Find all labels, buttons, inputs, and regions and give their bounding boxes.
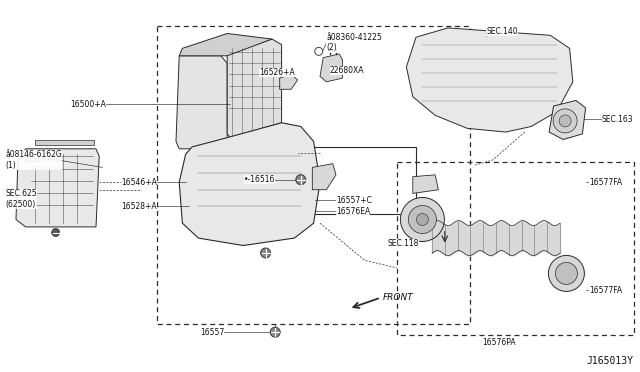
Polygon shape: [320, 54, 342, 82]
Text: 16577FA: 16577FA: [589, 178, 622, 187]
Circle shape: [530, 51, 545, 68]
Circle shape: [449, 53, 473, 77]
Polygon shape: [179, 33, 272, 56]
Text: 16557+C: 16557+C: [336, 196, 372, 205]
Polygon shape: [413, 175, 438, 193]
Text: SEC.163: SEC.163: [602, 115, 633, 124]
Circle shape: [260, 248, 271, 258]
Polygon shape: [227, 39, 282, 138]
Text: SEC.118: SEC.118: [388, 239, 419, 248]
Circle shape: [556, 262, 577, 285]
Circle shape: [408, 205, 436, 234]
Polygon shape: [406, 28, 573, 132]
Circle shape: [454, 58, 468, 72]
Polygon shape: [549, 100, 586, 140]
Circle shape: [401, 198, 444, 241]
Text: 16577FA: 16577FA: [589, 286, 622, 295]
Text: å08360-41225
(2): å08360-41225 (2): [326, 33, 382, 52]
Text: 16528+A: 16528+A: [121, 202, 157, 211]
Bar: [298, 147, 416, 214]
Polygon shape: [179, 123, 320, 246]
Text: 16556+A: 16556+A: [22, 155, 58, 164]
Text: 16500+A: 16500+A: [70, 100, 106, 109]
Text: 16546+A: 16546+A: [121, 178, 157, 187]
Polygon shape: [176, 56, 227, 149]
Circle shape: [296, 175, 306, 185]
Circle shape: [270, 327, 280, 337]
Bar: [35, 140, 93, 145]
Polygon shape: [16, 149, 99, 227]
Circle shape: [559, 115, 571, 127]
Text: SEC.625
(62500): SEC.625 (62500): [5, 189, 36, 209]
Text: 16576EA: 16576EA: [336, 207, 371, 216]
Circle shape: [502, 76, 522, 96]
Text: SEC.140: SEC.140: [486, 27, 518, 36]
Text: 16526+A: 16526+A: [259, 68, 295, 77]
Text: J165013Y: J165013Y: [587, 356, 634, 366]
Text: FRONT: FRONT: [383, 293, 413, 302]
Text: 22680XA: 22680XA: [330, 66, 364, 75]
Circle shape: [417, 214, 428, 225]
Circle shape: [52, 228, 60, 237]
Polygon shape: [280, 74, 298, 89]
Circle shape: [548, 256, 584, 291]
Text: •-16516: •-16516: [244, 175, 275, 184]
Text: 16557: 16557: [200, 328, 224, 337]
Circle shape: [553, 109, 577, 133]
Polygon shape: [312, 164, 336, 190]
Text: å08146-6162G
(1): å08146-6162G (1): [5, 150, 62, 170]
Text: 16576PA: 16576PA: [483, 338, 516, 347]
